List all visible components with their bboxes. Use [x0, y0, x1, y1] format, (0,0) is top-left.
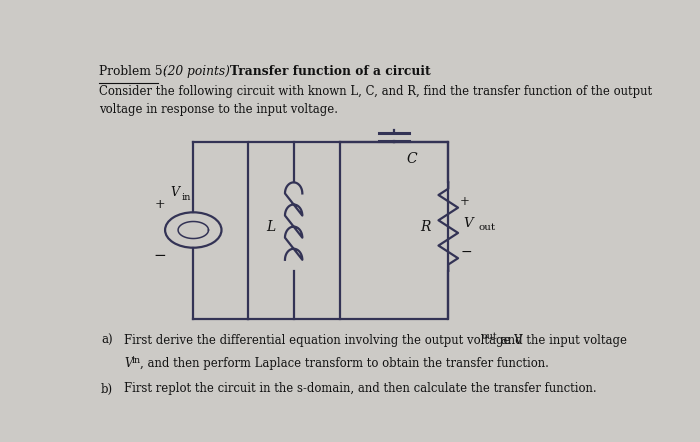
Text: −: − — [460, 245, 472, 259]
Text: +: + — [460, 194, 470, 208]
Text: +: + — [154, 198, 165, 211]
Text: in: in — [132, 356, 141, 365]
Text: First replot the circuit in the s-domain, and then calculate the transfer functi: First replot the circuit in the s-domain… — [125, 382, 597, 396]
Text: V: V — [463, 217, 473, 230]
Text: L: L — [266, 220, 276, 234]
Text: out: out — [482, 332, 497, 342]
Text: V: V — [171, 186, 179, 199]
Text: b): b) — [101, 382, 113, 396]
Text: −: − — [153, 248, 166, 263]
Text: (20 points): (20 points) — [159, 65, 234, 78]
Text: in: in — [181, 193, 190, 202]
Text: R: R — [420, 220, 430, 234]
Text: and the input voltage: and the input voltage — [496, 334, 626, 347]
Text: Consider the following circuit with known L, C, and R, find the transfer functio: Consider the following circuit with know… — [99, 85, 652, 116]
Text: out: out — [478, 223, 495, 232]
Text: a): a) — [101, 334, 113, 347]
Text: C: C — [406, 152, 416, 167]
Text: Problem 5:: Problem 5: — [99, 65, 167, 78]
Text: V: V — [125, 357, 133, 370]
Text: Transfer function of a circuit: Transfer function of a circuit — [230, 65, 430, 78]
Text: , and then perform Laplace transform to obtain the transfer function.: , and then perform Laplace transform to … — [139, 357, 549, 370]
Text: First derive the differential equation involving the output voltage V: First derive the differential equation i… — [125, 334, 523, 347]
